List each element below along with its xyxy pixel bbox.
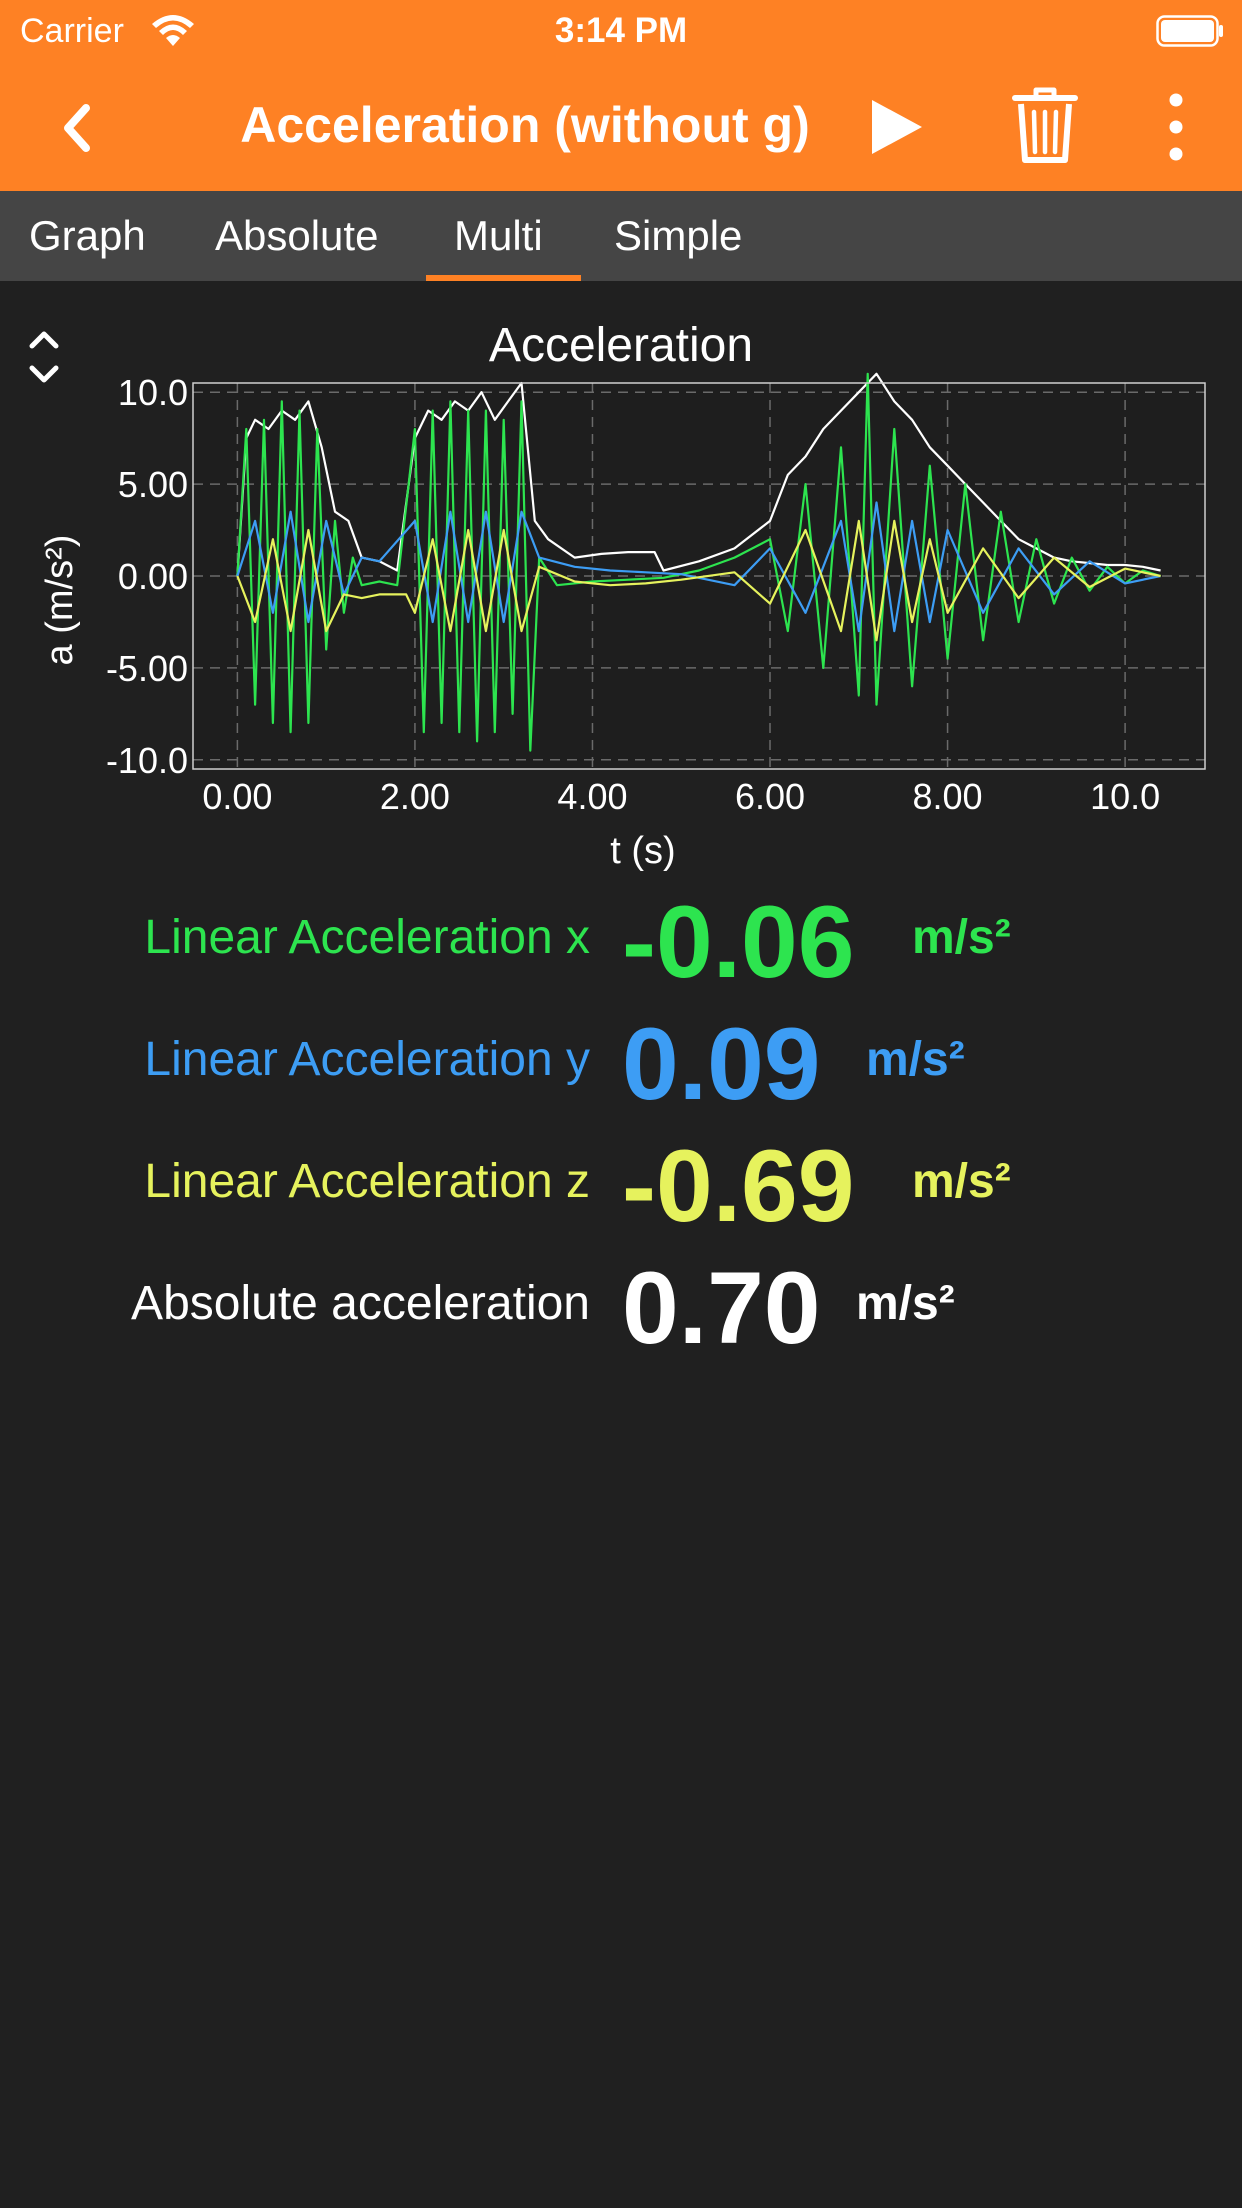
y-tick-label: -5.00 [106, 648, 188, 689]
navigation-bar: Carrier 3:14 PM Acceleration (without g) [0, 0, 1242, 191]
x-tick-label: 10.0 [1090, 776, 1160, 817]
play-icon[interactable] [866, 96, 926, 158]
tab-multi[interactable]: Multi [454, 212, 543, 259]
series-line-3 [236, 519, 1161, 642]
y-tick-label: -10.0 [106, 740, 188, 781]
readout-value-y: 0.09 [622, 1007, 821, 1121]
readout-unit-y: m/s² [866, 1033, 965, 1086]
x-tick-label: 6.00 [735, 776, 805, 817]
tab-simple[interactable]: Simple [614, 212, 743, 259]
y-tick-label: 10.0 [118, 372, 188, 413]
y-axis-label: a (m/s²) [39, 535, 81, 666]
readout-unit-absolute: m/s² [856, 1277, 955, 1330]
readout-label-x: Linear Acceleration x [144, 911, 590, 964]
tab-graph[interactable]: Graph [29, 212, 146, 259]
more-options-icon[interactable] [1164, 92, 1188, 162]
readout-unit-x: m/s² [912, 911, 1011, 964]
plot-frame [192, 382, 1206, 770]
x-tick-label: 4.00 [557, 776, 627, 817]
view-tab-bar: Graph Absolute Multi Simple [0, 191, 1242, 281]
chart-title: Acceleration [488, 319, 754, 372]
readout-value-absolute: 0.70 [622, 1251, 821, 1365]
wifi-icon [152, 15, 194, 46]
y-tick-label: 5.00 [118, 464, 188, 505]
x-tick-label: 2.00 [380, 776, 450, 817]
status-time: 3:14 PM [554, 11, 688, 50]
readout-label-z: Linear Acceleration z [144, 1155, 590, 1208]
tab-absolute[interactable]: Absolute [215, 212, 379, 259]
readout-label-absolute: Absolute acceleration [131, 1277, 590, 1330]
readout-value-z: -0.69 [622, 1129, 855, 1243]
expand-collapse-icon[interactable] [26, 324, 62, 390]
back-chevron-icon[interactable] [52, 96, 104, 160]
trash-icon[interactable] [1012, 86, 1078, 164]
plot-area [193, 383, 1205, 769]
acceleration-chart[interactable]: 0.00 2.00 4.00 6.00 8.00 10.0 10.0 5.00 0.00 -5.0… [0, 370, 1242, 880]
selected-tab-indicator [426, 275, 581, 281]
readout-label-y: Linear Acceleration y [144, 1033, 590, 1086]
carrier-label: Carrier [20, 12, 124, 50]
x-axis-label: t (s) [610, 830, 675, 872]
readout-value-x: -0.06 [622, 885, 855, 999]
x-tick-label: 8.00 [913, 776, 983, 817]
readout-unit-z: m/s² [912, 1155, 1011, 1208]
battery-icon [1156, 15, 1223, 47]
y-tick-label: 0.00 [118, 556, 188, 597]
x-tick-label: 0.00 [202, 776, 272, 817]
page-title: Acceleration (without g) [240, 97, 810, 153]
